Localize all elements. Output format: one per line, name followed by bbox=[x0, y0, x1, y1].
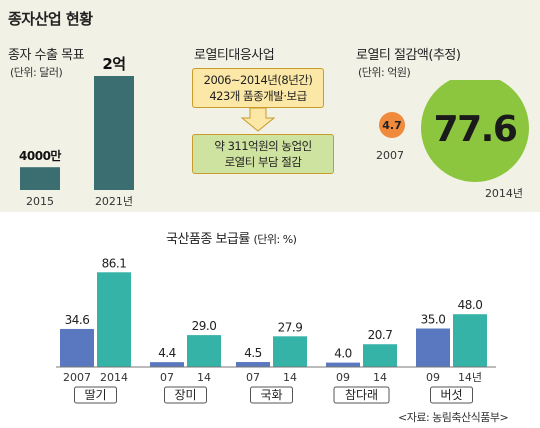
adoption-value-label: 27.9 bbox=[278, 320, 303, 334]
adoption-value-label: 48.0 bbox=[458, 298, 483, 312]
adoption-x-label: 09 bbox=[426, 371, 440, 384]
royalty-savings-title: 로열티 절감액(추정) bbox=[356, 48, 461, 63]
project-box-1: 2006~2014년(8년간) 423개 품종개발·보급 bbox=[192, 68, 324, 108]
adoption-bar-chart: 34.6200786.12014딸기4.40729.014장미4.50727.9… bbox=[56, 256, 496, 404]
adoption-bar bbox=[97, 272, 131, 367]
adoption-value-label: 86.1 bbox=[102, 256, 127, 270]
category-label: 딸기 bbox=[84, 388, 106, 402]
adoption-bar bbox=[416, 328, 450, 367]
project-box-2: 약 311억원의 농업인 로열티 부담 절감 bbox=[192, 134, 334, 174]
adoption-x-label: 14 bbox=[197, 371, 211, 384]
project-box-2-line-1: 약 311억원의 농업인 bbox=[214, 139, 312, 153]
project-box-1-line-2: 423개 품종개발·보급 bbox=[209, 89, 307, 103]
export-unit: (단위: 달러) bbox=[10, 66, 63, 79]
arrow-down-icon bbox=[240, 108, 276, 132]
category-label: 장미 bbox=[174, 388, 196, 402]
export-bar-label: 2억 bbox=[102, 55, 125, 73]
adoption-bar bbox=[273, 336, 307, 367]
adoption-x-label: 2007 bbox=[63, 371, 91, 384]
adoption-bar bbox=[150, 362, 184, 367]
export-bar bbox=[94, 76, 134, 190]
category-box bbox=[430, 386, 473, 404]
adoption-x-label: 09 bbox=[336, 371, 350, 384]
adoption-bar bbox=[326, 362, 360, 367]
adoption-value-label: 34.6 bbox=[65, 313, 90, 327]
export-title: 종자 수출 목표 bbox=[8, 48, 85, 63]
savings-value-big: 77.6 bbox=[434, 109, 517, 150]
adoption-value-label: 29.0 bbox=[192, 319, 217, 333]
royalty-project-title: 로열티대응사업 bbox=[194, 48, 275, 63]
export-bar-label: 4000만 bbox=[19, 148, 61, 163]
chart-title: 국산품종 보급률 bbox=[166, 232, 250, 247]
export-year-label: 2015 bbox=[26, 195, 54, 208]
project-box-2-line-2: 로열티 부담 절감 bbox=[224, 155, 302, 169]
adoption-value-label: 4.0 bbox=[334, 347, 352, 361]
adoption-value-label: 4.5 bbox=[244, 346, 262, 360]
adoption-value-label: 4.4 bbox=[158, 346, 176, 360]
adoption-x-label: 14년 bbox=[458, 371, 482, 384]
main-title: 종자산업 현황 bbox=[8, 10, 93, 28]
adoption-bar bbox=[236, 362, 270, 367]
adoption-x-label: 07 bbox=[160, 371, 174, 384]
chart-unit: (단위: %) bbox=[253, 233, 297, 246]
category-box bbox=[250, 386, 293, 404]
category-box bbox=[74, 386, 117, 404]
savings-year-small: 2007 bbox=[376, 149, 404, 162]
savings-chart: 4.7 2007 77.6 2014년 bbox=[376, 80, 529, 200]
export-chart: 4000만 2015 2억 2021년 bbox=[19, 55, 134, 208]
project-box-1-line-1: 2006~2014년(8년간) bbox=[203, 73, 313, 87]
adoption-bar bbox=[453, 314, 487, 367]
savings-value-small: 4.7 bbox=[382, 119, 402, 132]
category-box bbox=[333, 386, 390, 404]
savings-year-big: 2014년 bbox=[485, 187, 523, 200]
source-note: <자료: 농림축산식품부> bbox=[398, 411, 509, 424]
adoption-value-label: 35.0 bbox=[421, 313, 446, 327]
adoption-bar bbox=[363, 344, 397, 367]
chart-title-row: 국산품종 보급률 (단위: %) bbox=[166, 228, 297, 247]
category-label: 참다래 bbox=[345, 388, 378, 402]
export-bar bbox=[20, 167, 60, 190]
adoption-x-label: 2014 bbox=[100, 371, 128, 384]
savings-circle-small bbox=[379, 112, 405, 138]
royalty-savings-unit: (단위: 억원) bbox=[358, 66, 411, 79]
savings-circle-big bbox=[421, 80, 529, 182]
category-box bbox=[164, 386, 207, 404]
adoption-x-label: 07 bbox=[246, 371, 260, 384]
adoption-bar bbox=[60, 328, 94, 367]
export-year-label: 2021년 bbox=[95, 195, 133, 208]
adoption-x-label: 14 bbox=[283, 371, 297, 384]
category-label: 버섯 bbox=[440, 388, 462, 402]
adoption-value-label: 20.7 bbox=[368, 328, 393, 342]
adoption-x-label: 14 bbox=[373, 371, 387, 384]
adoption-bar bbox=[187, 335, 221, 367]
category-label: 국화 bbox=[260, 388, 282, 402]
